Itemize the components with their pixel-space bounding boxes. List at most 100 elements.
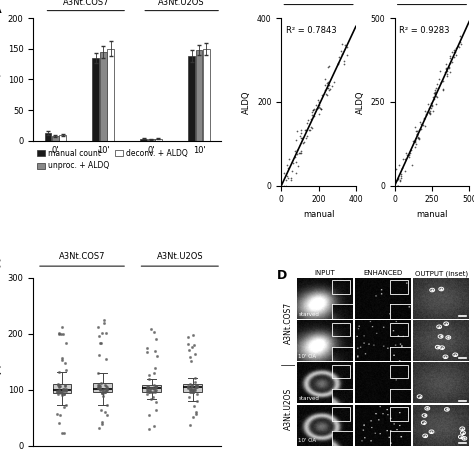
Point <box>55 386 63 393</box>
Point <box>60 403 68 410</box>
Point <box>420 115 428 122</box>
Point <box>293 127 301 134</box>
Point <box>457 40 465 47</box>
X-axis label: manual: manual <box>303 210 334 219</box>
Point <box>98 390 106 397</box>
Point <box>423 109 431 116</box>
Point <box>287 176 294 184</box>
Point <box>57 388 64 396</box>
Point <box>189 388 197 396</box>
Point <box>323 91 330 98</box>
Point <box>397 171 404 178</box>
Point <box>427 99 435 107</box>
Point <box>437 68 444 75</box>
Point <box>101 389 109 396</box>
Point <box>314 104 322 111</box>
Point <box>186 386 194 393</box>
Point <box>308 115 315 122</box>
Point <box>189 389 197 396</box>
Point <box>398 164 405 171</box>
Text: A3Nt.COS7: A3Nt.COS7 <box>59 252 105 261</box>
Bar <box>92 58 99 141</box>
Point <box>435 76 442 83</box>
Bar <box>45 133 51 141</box>
Point <box>192 382 200 390</box>
Point <box>412 128 420 135</box>
Point <box>431 86 439 93</box>
Point <box>63 387 70 394</box>
Point <box>399 156 407 163</box>
Point <box>454 42 462 49</box>
Point <box>193 384 201 391</box>
Bar <box>100 52 107 141</box>
Text: A: A <box>0 3 1 16</box>
Point <box>94 382 102 389</box>
Point <box>336 54 343 61</box>
Point <box>447 54 454 61</box>
Point <box>303 132 311 139</box>
Point <box>97 339 105 346</box>
Bar <box>140 139 147 141</box>
Point <box>413 132 420 139</box>
Point <box>102 356 109 363</box>
Point <box>103 411 110 418</box>
Point <box>100 316 108 324</box>
Point <box>448 58 456 65</box>
Point <box>414 130 421 138</box>
Bar <box>390 407 408 421</box>
Title: OUTPUT (inset): OUTPUT (inset) <box>415 270 468 277</box>
Point <box>61 385 68 392</box>
Point <box>450 49 457 56</box>
Point <box>283 162 291 169</box>
Point <box>57 330 65 337</box>
Point <box>415 127 422 134</box>
Title: INPUT: INPUT <box>315 270 335 276</box>
Point <box>450 54 458 61</box>
Point <box>324 91 331 98</box>
Point <box>144 384 151 391</box>
Point <box>327 85 334 92</box>
Point <box>55 419 63 426</box>
Point <box>147 326 155 333</box>
Point <box>189 386 196 393</box>
Point <box>186 385 193 392</box>
Point <box>393 182 401 189</box>
Point <box>57 389 65 396</box>
Point <box>145 386 152 393</box>
Point <box>398 174 405 181</box>
Point <box>403 152 410 159</box>
Point <box>321 76 329 83</box>
Point <box>413 127 420 134</box>
Point <box>415 134 422 141</box>
Point <box>446 68 454 76</box>
Point <box>55 390 62 397</box>
Point <box>442 61 449 68</box>
Point <box>146 426 153 433</box>
Point <box>432 93 440 100</box>
Point <box>283 172 291 179</box>
Point <box>324 81 332 88</box>
Point <box>61 381 69 388</box>
Point <box>431 90 438 97</box>
Point <box>393 176 401 183</box>
Point <box>455 44 463 51</box>
Point <box>186 353 194 360</box>
Point <box>315 104 322 111</box>
Point <box>439 87 447 94</box>
Point <box>304 117 312 124</box>
Point <box>100 385 108 392</box>
Point <box>325 86 333 94</box>
Point <box>396 176 404 184</box>
Point <box>409 138 417 145</box>
Point <box>394 182 402 189</box>
Point <box>418 120 425 127</box>
Text: A3Nt.COS7: A3Nt.COS7 <box>63 0 109 7</box>
Point <box>146 371 153 378</box>
Point <box>151 370 158 377</box>
Y-axis label: ALDQ: ALDQ <box>242 90 251 113</box>
Point <box>296 149 304 156</box>
Point <box>55 383 63 391</box>
Point <box>55 330 63 337</box>
Point <box>306 126 313 134</box>
Point <box>441 68 449 75</box>
